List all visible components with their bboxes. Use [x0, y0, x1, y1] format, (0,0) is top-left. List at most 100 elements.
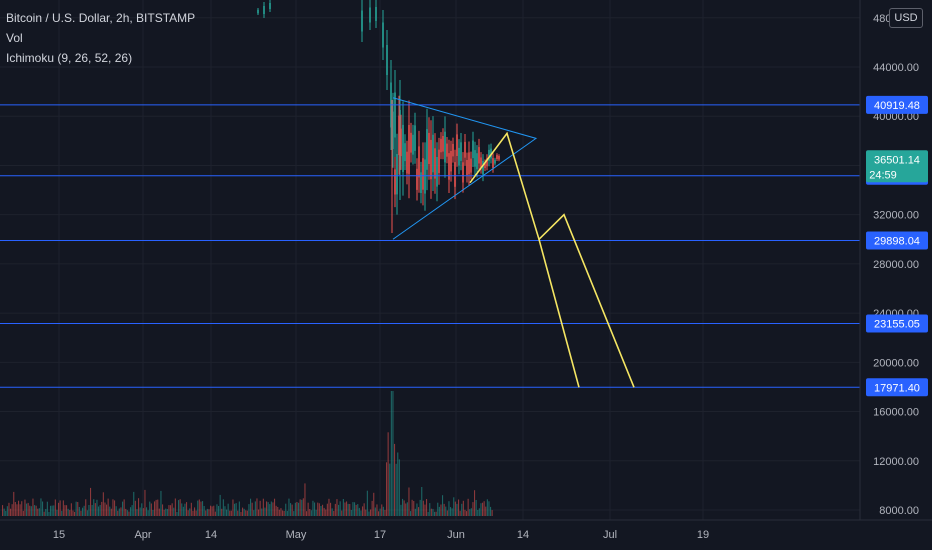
volume-bar [429, 503, 431, 516]
candle-body [394, 169, 396, 195]
candle-body [448, 153, 450, 180]
volume-bar [80, 510, 82, 516]
volume-bar [118, 508, 120, 516]
candle-body [418, 146, 420, 178]
volume-bar [339, 501, 341, 516]
volume-bar [461, 503, 463, 516]
volume-bar [202, 501, 204, 516]
ichimoku-indicator-label[interactable]: Ichimoku (9, 26, 52, 26) [6, 51, 133, 65]
volume-bar [462, 500, 464, 516]
y-tick-label: 16000.00 [873, 407, 919, 419]
volume-bar [186, 502, 188, 516]
volume-bar [134, 500, 136, 516]
candle-body [369, 7, 371, 23]
volume-bar [366, 490, 368, 516]
candle-body [430, 139, 432, 180]
volume-bar [341, 510, 343, 516]
volume-bar [325, 509, 327, 516]
time-axis[interactable]: 15 Apr 14 May 17 Jun 14 Jul 19 [53, 529, 709, 541]
volume-bar [54, 499, 56, 516]
candle-body [476, 153, 478, 170]
volume-bar [235, 503, 237, 516]
volume-bar [446, 510, 448, 516]
bar-countdown-label: 24:59 [869, 169, 897, 181]
volume-bar [416, 503, 418, 516]
volume-bar [261, 508, 263, 516]
volume-bar [421, 487, 423, 516]
volume-bar [66, 505, 68, 516]
volume-bar [270, 501, 272, 516]
volume-bar [248, 504, 250, 516]
volume-bar [426, 499, 428, 516]
volume-bar [467, 498, 469, 516]
volume-bar [358, 507, 360, 516]
chart-legend: Bitcoin / U.S. Dollar, 2h, BITSTAMP Vol … [6, 8, 195, 68]
candle-body [434, 148, 436, 179]
volume-bar [72, 510, 74, 516]
volume-bar [282, 510, 284, 516]
candle-body [496, 155, 498, 159]
candle-body [480, 157, 482, 169]
volume-bar [242, 507, 244, 516]
y-tick-label: 44000.00 [873, 62, 919, 74]
volume-bar [82, 507, 84, 516]
volume-bar [432, 508, 434, 516]
volume-bar [237, 510, 239, 516]
candle-body [257, 9, 259, 14]
volume-bar [70, 503, 72, 516]
volume-bar [206, 508, 208, 516]
volume-bar [141, 503, 143, 516]
grid [0, 0, 860, 520]
volume-bar [131, 505, 133, 516]
volume-bar [155, 499, 157, 516]
volume-bar [488, 501, 490, 516]
volume-bar [304, 483, 306, 516]
volume-bar [160, 490, 162, 516]
volume-bar [469, 509, 471, 516]
volume-bar [475, 500, 477, 516]
volume-bar [40, 498, 42, 516]
volume-bar [490, 506, 492, 516]
volume-bar [413, 501, 415, 516]
volume-bar [53, 505, 55, 516]
candle-body [436, 157, 438, 187]
volume-bar [94, 503, 96, 516]
volume-bar [283, 511, 285, 516]
x-tick-label: 19 [697, 529, 709, 541]
volume-bar [58, 502, 60, 516]
volume-bar [128, 511, 130, 516]
volume-indicator-label[interactable]: Vol [6, 31, 23, 45]
volume-bar [291, 504, 293, 516]
volume-bar [75, 501, 77, 516]
candle-body [470, 158, 472, 173]
candle-body [482, 160, 484, 175]
volume-bar [486, 499, 488, 516]
volume-bar [24, 499, 26, 516]
volume-bar [126, 510, 128, 516]
candle-body [428, 132, 430, 165]
candle-body [406, 151, 408, 174]
volume-bar [85, 499, 87, 516]
volume-bar [168, 505, 170, 516]
volume-bar [274, 498, 276, 516]
chart-title[interactable]: Bitcoin / U.S. Dollar, 2h, BITSTAMP [6, 11, 196, 25]
volume-bar [330, 502, 332, 516]
candle-body [408, 125, 410, 174]
level-price-label: 23155.05 [874, 319, 920, 331]
volume-bar [45, 509, 47, 516]
volume-bar [213, 505, 215, 516]
triangle-pattern [392, 97, 538, 240]
volume-bar [323, 507, 325, 516]
volume-bar [451, 508, 453, 516]
price-candles [257, 0, 500, 233]
currency-button[interactable]: USD [889, 8, 923, 28]
volume-bar [458, 499, 460, 516]
volume-bar [194, 507, 196, 516]
volume-bar [8, 502, 10, 516]
volume-bar [347, 503, 349, 516]
volume-bar [178, 500, 180, 516]
volume-bar [114, 500, 116, 516]
volume-bar [256, 498, 258, 516]
volume-bar [286, 510, 288, 516]
